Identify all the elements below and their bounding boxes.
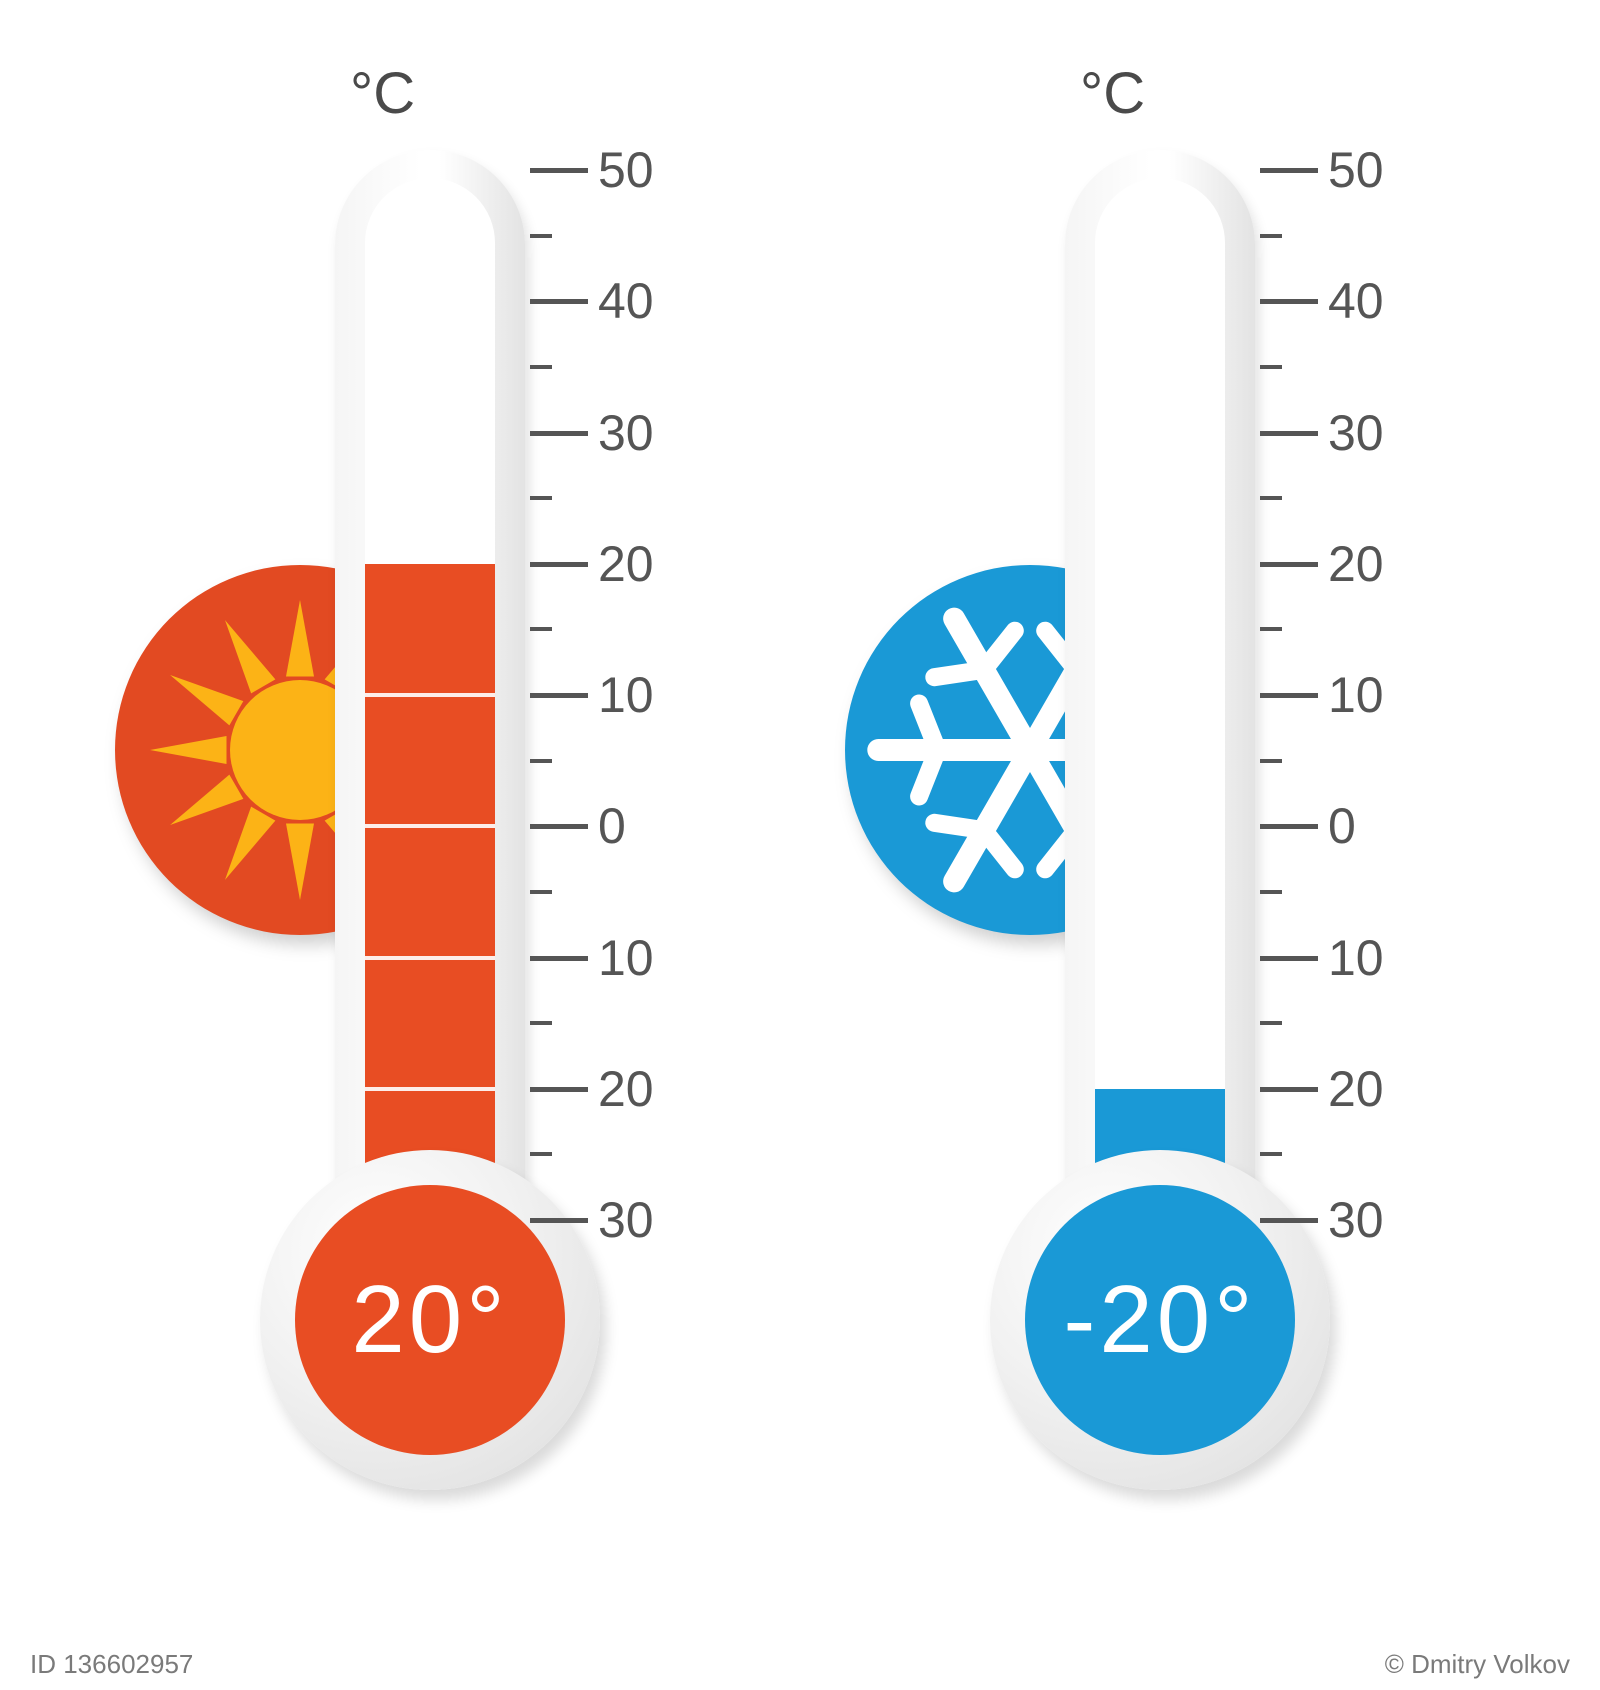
scale-major-tick [530,1218,588,1223]
scale-label: 40 [1328,272,1384,330]
scale-label: 50 [598,141,654,199]
scale-label: 10 [1328,666,1384,724]
scale-label: 0 [598,797,626,855]
scale-label: 40 [598,272,654,330]
scale-major-tick [1260,824,1318,829]
scale-major-tick [1260,1087,1318,1092]
scale-minor-tick [1260,890,1282,894]
scale-label: 20 [1328,535,1384,593]
scale-label: 20 [598,1060,654,1118]
scale-minor-tick [1260,234,1282,238]
scale-label: 20 [598,535,654,593]
thermometer-tube-inner [365,178,495,1268]
scale-major-tick [530,562,588,567]
scale-major-tick [1260,562,1318,567]
scale-major-tick [530,299,588,304]
scale-minor-tick [530,759,552,763]
scale-label: 10 [598,929,654,987]
scale-major-tick [530,824,588,829]
scale-label: 0 [1328,797,1356,855]
scale-minor-tick [530,627,552,631]
temperature-reading: -20° [1025,1265,1295,1375]
scale-minor-tick [530,496,552,500]
unit-label: °C [1080,60,1145,127]
thermometer-tube-inner [1095,178,1225,1268]
fluid-minor-mark [365,693,495,697]
scale-major-tick [530,1087,588,1092]
scale-minor-tick [1260,496,1282,500]
scale-label: 30 [598,1191,654,1249]
scale-minor-tick [1260,1152,1282,1156]
scale-label: 20 [1328,1060,1384,1118]
fluid-minor-mark [365,1087,495,1091]
fluid-minor-mark [365,956,495,960]
scale-major-tick [1260,299,1318,304]
temperature-reading: 20° [295,1265,565,1375]
scale-label: 30 [1328,1191,1384,1249]
scale-minor-tick [530,890,552,894]
scale-major-tick [530,693,588,698]
scale-minor-tick [1260,627,1282,631]
infographic-stage: °C 20° 50 40 30 20 10 0 10 20 30 °C -20° 50 40 30 20 1… [0,0,1600,1690]
scale-label: 10 [598,666,654,724]
unit-label: °C [350,60,415,127]
scale-minor-tick [1260,1021,1282,1025]
image-id-label: ID 136602957 [30,1649,193,1680]
scale-minor-tick [1260,759,1282,763]
scale-major-tick [1260,1218,1318,1223]
scale-major-tick [1260,168,1318,173]
copyright-label: © Dmitry Volkov [1385,1649,1570,1680]
scale-minor-tick [530,365,552,369]
scale-major-tick [530,956,588,961]
scale-major-tick [1260,956,1318,961]
scale-minor-tick [1260,365,1282,369]
thermometer-hot: °C 20° 50 40 30 20 10 0 10 20 30 [170,60,820,1460]
scale-label: 50 [1328,141,1384,199]
scale-major-tick [530,431,588,436]
scale-label: 30 [1328,404,1384,462]
thermometer-cold: °C -20° 50 40 30 20 10 0 10 20 30 [900,60,1550,1460]
fluid-minor-mark [365,824,495,828]
scale-major-tick [530,168,588,173]
scale-label: 30 [598,404,654,462]
scale-minor-tick [530,1152,552,1156]
scale-minor-tick [530,234,552,238]
scale-label: 10 [1328,929,1384,987]
scale-major-tick [1260,693,1318,698]
footer: ID 136602957 © Dmitry Volkov [0,1649,1600,1680]
scale-minor-tick [530,1021,552,1025]
scale-major-tick [1260,431,1318,436]
